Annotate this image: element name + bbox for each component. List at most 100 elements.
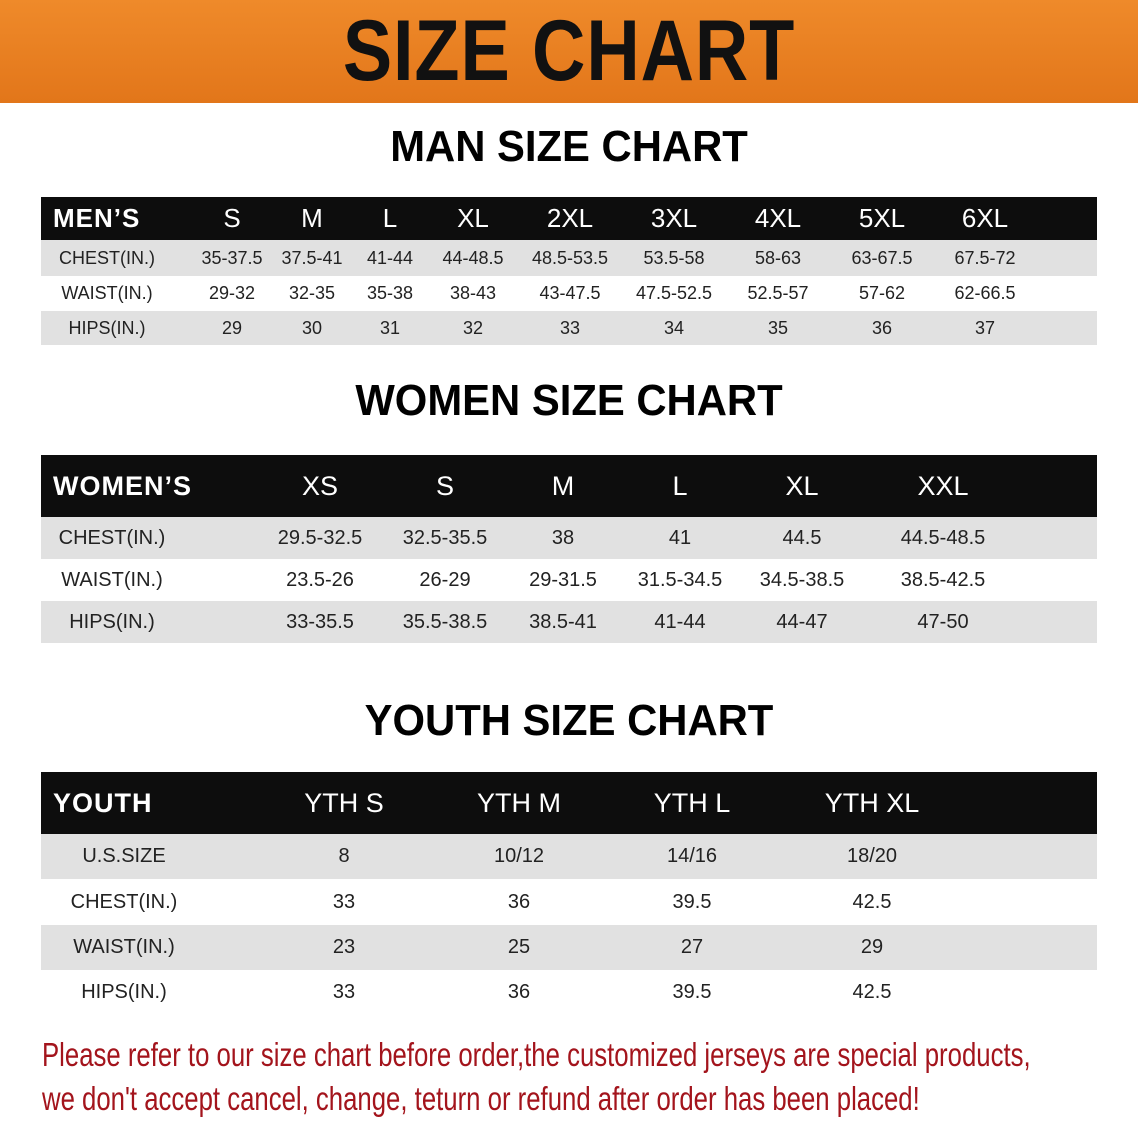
table-cell: 29-31.5: [529, 568, 597, 591]
size-header-cell: 6XL: [961, 203, 1009, 233]
notice-line-2: we don't accept cancel, change, teturn o…: [42, 1080, 920, 1117]
table-row: CHEST(IN.) 33 36 39.5 42.5: [41, 879, 1097, 925]
table-cell: 33-35.5: [286, 610, 354, 633]
size-header-cell: YTH S: [304, 787, 384, 818]
youth-section-title: YOUTH SIZE CHART: [364, 696, 774, 745]
table-cell: 58-63: [754, 247, 802, 268]
table-cell: 33: [332, 890, 356, 913]
table-cell: 53.5-58: [643, 247, 705, 268]
table-cell: 29: [221, 317, 243, 338]
table-cell: 31.5-34.5: [637, 568, 723, 591]
table-cell: 44-48.5: [442, 247, 504, 268]
measure-label-cell: CHEST(IN.): [58, 526, 166, 549]
table-cell: 44-47: [776, 610, 828, 633]
table-cell: 29.5-32.5: [277, 526, 363, 549]
table-cell: 41: [668, 526, 692, 549]
size-header-cell: L: [672, 470, 688, 501]
table-cell: 23: [332, 936, 356, 958]
table-cell: 57-62: [858, 283, 906, 303]
table-cell: 36: [507, 981, 531, 1003]
size-header-cell: XXL: [917, 470, 969, 501]
table-row: WAIST(IN.) 23.5-26 26-29 29-31.5 31.5-34.5 34…: [41, 559, 1097, 601]
table-cell: 43-47.5: [539, 283, 601, 303]
table-cell: 10/12: [493, 845, 545, 867]
size-header-cell: 3XL: [650, 203, 698, 233]
table-cell: 44.5-48.5: [900, 526, 986, 549]
table-cell: 38.5-42.5: [900, 568, 986, 591]
table-cell: 52.5-57: [747, 283, 809, 303]
table-cell: 34.5-38.5: [759, 568, 845, 591]
size-header-cell: M: [551, 470, 575, 501]
table-cell: 25: [507, 936, 531, 958]
table-row: HIPS(IN.) 29 30 31 32 33 34 35 36 37: [41, 311, 1097, 345]
size-header-cell: YTH M: [477, 787, 561, 818]
table-cell: 29-32: [208, 283, 256, 303]
table-cell: 39.5: [672, 890, 712, 913]
table-cell: 47.5-52.5: [635, 283, 713, 303]
table-cell: 14/16: [666, 845, 718, 867]
table-row: HIPS(IN.) 33 36 39.5 42.5: [41, 970, 1097, 1015]
table-cell: 62-66.5: [954, 283, 1016, 303]
table-cell: 42.5: [852, 890, 892, 913]
table-cell: 36: [507, 890, 531, 913]
measure-label-cell: CHEST(IN.): [59, 247, 155, 268]
table-cell: 38: [551, 526, 575, 549]
table-row: WAIST(IN.) 29-32 32-35 35-38 38-43 43-47.5 47.…: [41, 276, 1097, 311]
table-cell: 37: [974, 317, 996, 338]
table-cell: 41-44: [366, 247, 414, 268]
size-header-cell: S: [223, 203, 241, 233]
table-cell: 37.5-41: [281, 247, 343, 268]
size-header-cell: 2XL: [546, 203, 594, 233]
table-cell: 63-67.5: [851, 247, 913, 268]
table-cell: 35-38: [366, 283, 414, 303]
table-cell: 67.5-72: [954, 247, 1016, 268]
size-header-cell: 5XL: [858, 203, 906, 233]
size-header-cell: S: [435, 470, 454, 501]
table-cell: 29: [860, 936, 884, 958]
table-cell: 18/20: [846, 845, 898, 867]
table-row: CHEST(IN.) 29.5-32.5 32.5-35.5 38 41 44.5 44.5…: [41, 517, 1097, 559]
banner-title: SIZE CHART: [342, 3, 796, 99]
table-row: HIPS(IN.) 33-35.5 35.5-38.5 38.5-41 41-44 44-…: [41, 601, 1097, 643]
table-cell: 36: [871, 317, 893, 338]
table-cell: 34: [663, 317, 685, 338]
table-cell: 35-37.5: [201, 247, 263, 268]
measure-label-cell: WAIST(IN.): [61, 568, 163, 591]
size-header-cell: YTH XL: [824, 787, 920, 818]
size-header-cell: YTH L: [653, 787, 731, 818]
measure-label-cell: U.S.SIZE: [82, 845, 166, 867]
measure-label-cell: WAIST(IN.): [73, 936, 175, 958]
table-cell: 30: [301, 317, 323, 338]
table-cell: 31: [379, 317, 401, 338]
table-title-cell: MEN’S: [53, 203, 141, 233]
women-section-title: WOMEN SIZE CHART: [355, 376, 783, 425]
table-row: CHEST(IN.) 35-37.5 37.5-41 41-44 44-48.5 48.5…: [41, 240, 1097, 276]
size-header-cell: XL: [457, 203, 489, 233]
size-header-cell: XS: [301, 470, 339, 501]
measure-label-cell: HIPS(IN.): [81, 981, 167, 1003]
table-cell: 33: [332, 981, 356, 1003]
table-header-row: YOUTH YTH S YTH M YTH L YTH XL: [41, 772, 1097, 834]
table-cell: 38.5-41: [529, 610, 597, 633]
size-header-cell: L: [382, 203, 398, 233]
measure-label-cell: WAIST(IN.): [61, 283, 153, 303]
table-title-cell: WOMEN’S: [53, 470, 192, 501]
table-header-row: WOMEN’S XS S M L XL XXL: [41, 455, 1097, 517]
table-cell: 39.5: [672, 981, 712, 1003]
table-cell: 42.5: [852, 981, 892, 1003]
table-cell: 8: [338, 845, 350, 867]
table-cell: 48.5-53.5: [531, 247, 609, 268]
table-cell: 44.5: [782, 526, 822, 549]
table-header-row: MEN’S S M L XL 2XL 3XL 4XL 5XL 6XL: [41, 197, 1097, 240]
table-cell: 32.5-35.5: [402, 526, 488, 549]
size-header-cell: 4XL: [754, 203, 802, 233]
table-cell: 32-35: [288, 283, 336, 303]
table-cell: 27: [680, 936, 704, 958]
measure-label-cell: HIPS(IN.): [68, 317, 146, 338]
table-cell: 47-50: [917, 610, 969, 633]
table-cell: 26-29: [419, 568, 471, 591]
measure-label-cell: HIPS(IN.): [69, 610, 155, 633]
table-cell: 32: [462, 317, 484, 338]
table-cell: 41-44: [654, 610, 706, 633]
table-cell: 38-43: [449, 283, 497, 303]
